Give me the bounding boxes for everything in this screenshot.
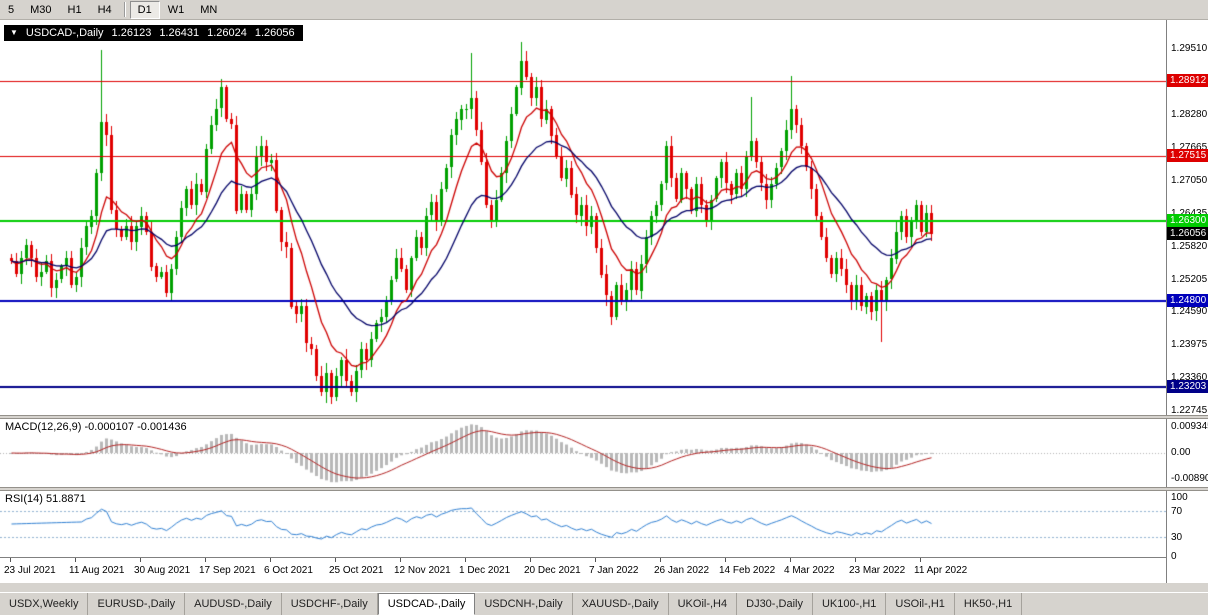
macd-axis-label: 0.0093450 [1171, 421, 1208, 432]
price-level-badge: 1.28912 [1167, 74, 1208, 88]
date-axis-label: 11 Apr 2022 [914, 565, 968, 576]
date-axis-tick [10, 558, 11, 562]
price-chart[interactable] [0, 20, 1166, 415]
date-axis-tick [465, 558, 466, 562]
time-axis[interactable]: 23 Jul 2021 11 Aug 2021 30 Aug 2021 17 Sep … [0, 557, 1166, 583]
date-axis-tick [270, 558, 271, 562]
price-axis-tick: 1.28280 [1171, 109, 1208, 121]
toolbar-separator [123, 2, 126, 17]
timeframe-button-mn[interactable]: MN [192, 1, 225, 19]
collapse-chart-icon[interactable]: ▼ [10, 28, 18, 37]
chart-ohlc-label: ▼ USDCAD-,Daily 1.26123 1.26431 1.26024 … [4, 25, 303, 41]
rsi-axis-label: 0 [1171, 551, 1177, 562]
timeframe-button-h1[interactable]: H1 [60, 1, 90, 19]
rsi-axis-label: 70 [1171, 506, 1183, 518]
price-axis-tick: 1.27665 [1171, 142, 1208, 153]
date-axis-tick [725, 558, 726, 562]
chart-tab-eurusd-daily[interactable]: EURUSD-,Daily [88, 593, 186, 615]
date-axis-label: 17 Sep 2021 [199, 565, 256, 576]
price-axis-tick: 1.26435 [1171, 208, 1207, 219]
macd-indicator-label: MACD(12,26,9) -0.000107 -0.001436 [5, 421, 187, 433]
timeframe-button-m30[interactable]: M30 [22, 1, 59, 19]
current-price-badge: 1.26056 [1167, 227, 1208, 241]
date-axis-tick [75, 558, 76, 562]
date-axis-tick [790, 558, 791, 562]
chart-symbol-label: USDCAD-,Daily [25, 27, 104, 39]
price-scale[interactable]: 1.29510 1.28280 1.27665 1.27050 1.26435 1.258… [1166, 20, 1208, 583]
ohlc-close-value: 1.26056 [254, 27, 295, 39]
price-axis-tick: 1.27050 [1171, 174, 1208, 186]
date-axis-label: 12 Nov 2021 [394, 565, 451, 576]
chart-tab-usoil-h1[interactable]: USOil-,H1 [886, 593, 955, 615]
price-axis-tick: 1.25820 [1171, 240, 1208, 252]
chart-tab-xauusd-daily[interactable]: XAUUSD-,Daily [573, 593, 669, 615]
date-axis-tick [335, 558, 336, 562]
price-axis-tick: 1.22745 [1171, 404, 1208, 416]
date-axis-label: 23 Jul 2021 [4, 565, 56, 576]
date-axis-label: 1 Dec 2021 [459, 565, 511, 576]
date-axis-tick [595, 558, 596, 562]
chart-tab-audusd-daily[interactable]: AUDUSD-,Daily [185, 593, 282, 615]
rsi-indicator-chart[interactable] [0, 491, 1166, 557]
date-axis-tick [530, 558, 531, 562]
timeframe-button-h4[interactable]: H4 [90, 1, 120, 19]
date-axis-tick [205, 558, 206, 562]
price-axis-tick: 1.23360 [1171, 372, 1208, 384]
date-axis-label: 11 Aug 2021 [69, 565, 125, 576]
price-axis-tick: 1.29510 [1171, 43, 1208, 55]
price-level-badge: 1.23203 [1167, 379, 1208, 393]
price-level-badge: 1.27515 [1167, 149, 1208, 163]
chart-tab-dj30-daily[interactable]: DJ30-,Daily [737, 593, 813, 615]
price-axis-tick: 1.25205 [1171, 273, 1208, 285]
price-level-badge: 1.26300 [1167, 213, 1208, 227]
ohlc-high-value: 1.26431 [159, 27, 200, 39]
date-axis-tick [855, 558, 856, 562]
date-axis-label: 30 Aug 2021 [134, 565, 191, 576]
date-axis-label: 4 Mar 2022 [784, 565, 835, 576]
ohlc-open-value: 1.26123 [111, 27, 152, 39]
timeframe-button-d1[interactable]: D1 [129, 0, 160, 19]
chart-tab-usdcnh-daily[interactable]: USDCNH-,Daily [475, 593, 573, 615]
chart-tab-hk50-h1[interactable]: HK50-,H1 [955, 593, 1023, 615]
chart-tab-uk100-h1[interactable]: UK100-,H1 [813, 593, 887, 615]
chart-tab-usdcad-daily[interactable]: USDCAD-,Daily [377, 593, 476, 615]
panel-separator[interactable] [0, 487, 1208, 491]
price-axis-tick: 1.23975 [1171, 339, 1208, 351]
date-axis-label: 25 Oct 2021 [329, 565, 384, 576]
timeframe-button-w1[interactable]: W1 [160, 1, 193, 19]
rsi-indicator-label: RSI(14) 51.8871 [5, 493, 86, 505]
price-axis-tick: 1.24590 [1171, 306, 1208, 318]
date-axis-label: 6 Oct 2021 [264, 565, 313, 576]
date-axis-tick [140, 558, 141, 562]
macd-axis-label: -0.0089020 [1171, 473, 1208, 484]
chart-tab-usdx-weekly[interactable]: USDX,Weekly [0, 593, 89, 615]
timeframe-toolbar: 5 M30 H1 H4 D1 W1 MN [0, 0, 1208, 20]
macd-indicator-chart[interactable] [0, 419, 1166, 487]
ohlc-low-value: 1.26024 [207, 27, 247, 39]
rsi-axis-label: 100 [1171, 492, 1188, 503]
panel-separator[interactable] [0, 415, 1208, 419]
date-axis-label: 20 Dec 2021 [524, 565, 581, 576]
chart-tab-usdchf-daily[interactable]: USDCHF-,Daily [282, 593, 378, 615]
rsi-axis-label: 30 [1171, 531, 1183, 543]
chart-tabs-bar: USDX,Weekly EURUSD-,Daily AUDUSD-,Daily USD… [0, 592, 1208, 615]
date-axis-label: 26 Jan 2022 [654, 565, 710, 576]
price-level-badge: 1.24800 [1167, 294, 1208, 308]
date-axis-tick [400, 558, 401, 562]
date-axis-tick [660, 558, 661, 562]
date-axis-label: 23 Mar 2022 [849, 565, 906, 576]
date-axis-label: 7 Jan 2022 [589, 565, 639, 576]
chart-tab-ukoil-h4[interactable]: UKOil-,H4 [669, 593, 738, 615]
date-axis-label: 14 Feb 2022 [719, 565, 776, 576]
date-axis-tick [920, 558, 921, 562]
macd-axis-label: 0.00 [1171, 447, 1191, 458]
timeframe-button-m5[interactable]: 5 [0, 1, 22, 19]
